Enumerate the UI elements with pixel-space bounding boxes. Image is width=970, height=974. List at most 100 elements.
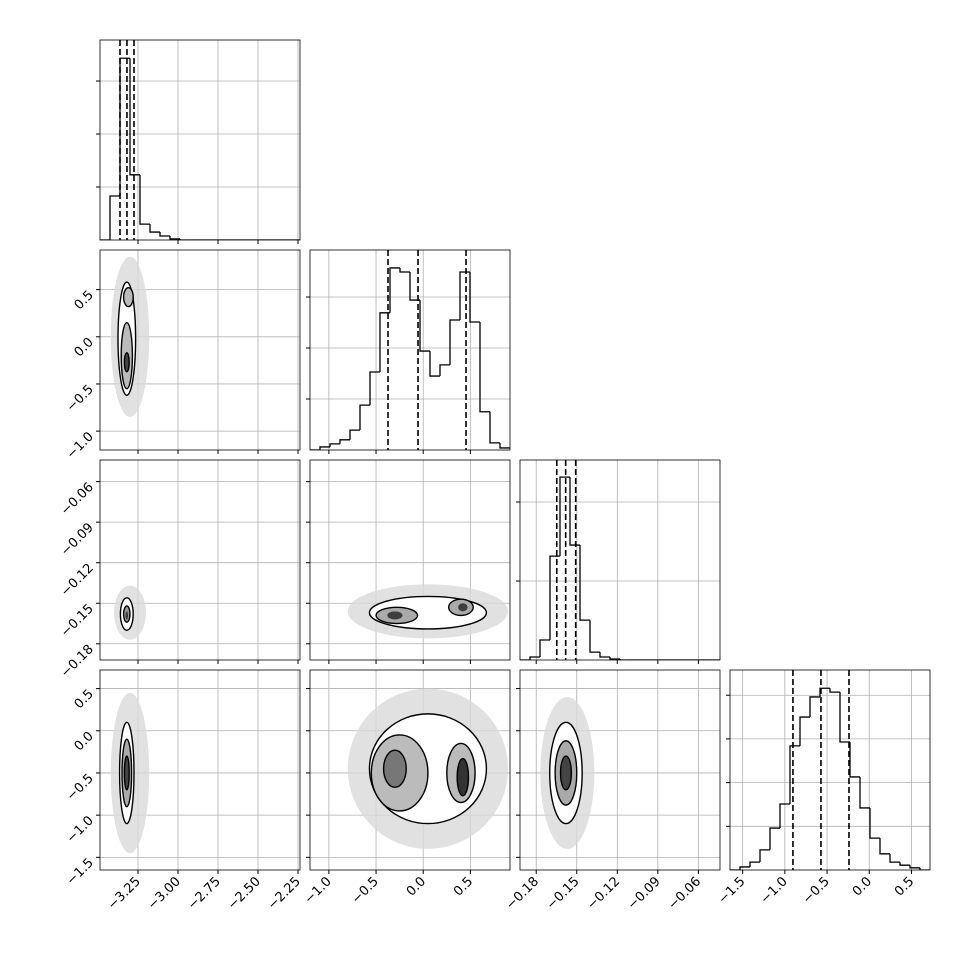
hist-bin <box>159 232 170 237</box>
y-tick-label: −0.5 <box>64 382 97 415</box>
panel <box>347 584 509 639</box>
hist-bin <box>759 849 770 863</box>
hist-bin <box>889 853 900 863</box>
panel-frame <box>519 669 721 871</box>
hist-bin <box>409 272 420 301</box>
panel-frame <box>519 459 721 661</box>
panel-frame <box>309 249 511 451</box>
hist-bin <box>919 867 930 870</box>
panel <box>730 670 930 870</box>
x-tick-label: −0.12 <box>584 874 623 913</box>
hist-bin <box>419 300 430 352</box>
y-tick-label: −0.06 <box>58 480 97 519</box>
hist-bin <box>369 371 380 406</box>
hist-bin <box>329 443 340 447</box>
hist-bin <box>499 442 510 449</box>
hist-bin <box>319 446 330 450</box>
hist-bin <box>359 404 370 431</box>
contour <box>382 749 407 788</box>
panel-frame <box>309 669 511 871</box>
y-tick-label: 0.0 <box>72 729 97 754</box>
panel <box>540 697 595 849</box>
panel-frame <box>729 669 931 871</box>
contour <box>123 755 130 791</box>
y-tick-label: −1.0 <box>64 813 97 846</box>
hist-bin <box>849 741 860 778</box>
x-tick-label: −0.09 <box>625 874 664 913</box>
hist-bin <box>599 652 610 658</box>
hist-bin <box>769 827 780 850</box>
hist-bin <box>819 687 830 697</box>
contour <box>387 611 403 620</box>
x-tick-label: 0.0 <box>404 874 429 899</box>
x-tick-label: 0.0 <box>850 874 875 899</box>
hist-bin <box>119 57 130 197</box>
y-tick-label: −0.5 <box>64 771 97 804</box>
y-tick-label: 0.0 <box>72 335 97 360</box>
hist-bin <box>109 195 120 240</box>
hist-bin <box>779 803 790 829</box>
hist-bin <box>619 659 630 660</box>
x-tick-label: −1.0 <box>302 874 335 907</box>
x-tick-label: −1.5 <box>716 874 749 907</box>
x-tick-label: −0.5 <box>349 874 382 907</box>
hist-bin <box>879 838 890 855</box>
hist-bin <box>399 267 410 273</box>
hist-bin <box>859 776 870 809</box>
panel <box>310 250 510 450</box>
hist-bin <box>469 272 480 323</box>
hist-bin <box>179 238 190 240</box>
hist-bin <box>339 439 350 444</box>
contour <box>559 755 573 791</box>
y-tick-label: −1.5 <box>64 856 97 889</box>
hist-bin <box>789 745 800 805</box>
hist-bin <box>529 656 540 660</box>
x-tick-label: −0.15 <box>544 874 583 913</box>
hist-bin <box>569 477 580 546</box>
panel <box>110 692 150 854</box>
contour <box>123 352 130 373</box>
x-tick-label: −2.50 <box>225 874 264 913</box>
hist-bin <box>869 807 880 839</box>
panel-frame <box>99 459 301 661</box>
x-tick-label: −2.75 <box>185 874 224 913</box>
hist-bin <box>559 476 570 557</box>
y-tick-label: −0.09 <box>58 520 97 559</box>
hist-bin <box>139 174 150 225</box>
x-tick-label: −0.5 <box>800 874 833 907</box>
hist-bin <box>909 865 920 869</box>
x-tick-label: −0.18 <box>503 874 542 913</box>
x-tick-label: −3.25 <box>105 874 144 913</box>
hist-bin <box>379 312 390 372</box>
hist-bin <box>459 271 470 320</box>
hist-bin <box>429 351 440 377</box>
y-tick-label: −1.0 <box>64 429 97 462</box>
hist-bin <box>839 692 850 743</box>
panel <box>100 40 300 240</box>
hist-bin <box>349 429 360 440</box>
x-tick-label: 0.5 <box>451 874 476 899</box>
x-tick-label: 0.5 <box>892 874 917 899</box>
panel-frame <box>309 459 511 661</box>
y-tick-label: −0.15 <box>58 601 97 640</box>
hist-bin <box>129 58 140 176</box>
hist-bin <box>389 267 400 313</box>
hist-bin <box>589 620 600 653</box>
panel-frame <box>99 669 301 871</box>
hist-bin <box>579 545 590 621</box>
contour <box>125 611 129 620</box>
panel-frame <box>99 39 301 241</box>
y-tick-label: 0.5 <box>72 288 97 313</box>
x-tick-label: −2.25 <box>265 874 304 913</box>
hist-bin <box>479 322 490 413</box>
x-tick-label: −0.06 <box>665 874 704 913</box>
hist-bin <box>169 236 180 240</box>
contour <box>456 757 470 797</box>
panel <box>520 460 720 660</box>
hist-bin <box>609 656 620 660</box>
contour <box>458 603 468 612</box>
hist-bin <box>539 639 550 657</box>
x-tick-label: −3.00 <box>145 874 184 913</box>
contour <box>122 287 134 308</box>
